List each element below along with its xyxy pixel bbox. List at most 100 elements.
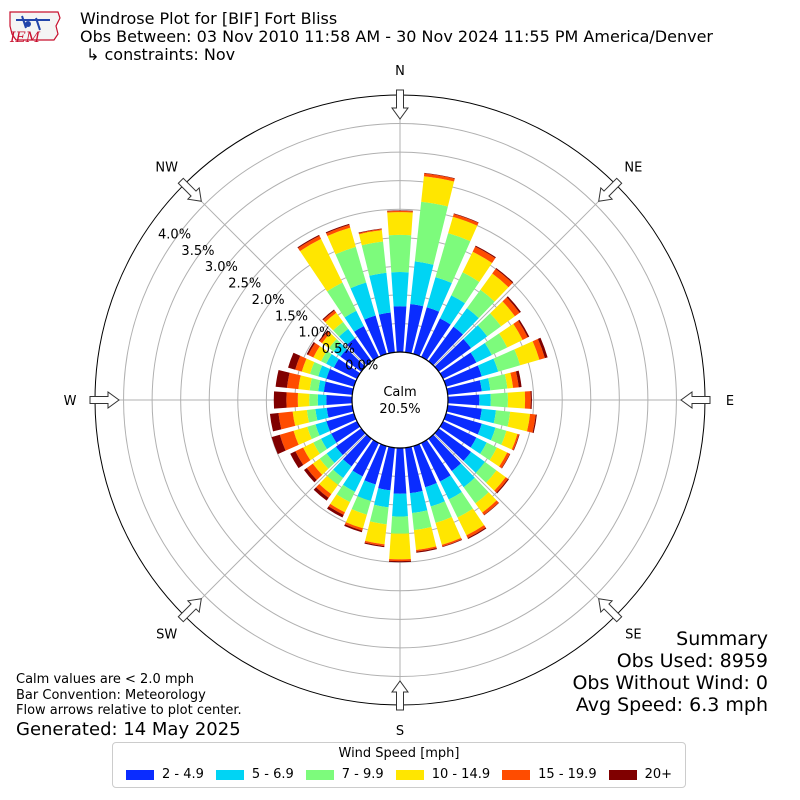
direction-bar xyxy=(269,405,354,432)
bar-segment xyxy=(312,458,329,475)
direction-bar xyxy=(443,413,520,451)
bar-segment xyxy=(507,411,531,432)
direction-bar xyxy=(446,370,522,395)
legend-swatch xyxy=(305,769,334,780)
legend-item: 15 - 19.9 xyxy=(502,767,597,782)
direction-bar xyxy=(447,391,532,409)
direction-bar xyxy=(344,443,387,533)
direction-bar xyxy=(428,268,514,366)
bar-segment xyxy=(504,372,514,389)
bar-segment xyxy=(361,241,387,276)
bar-segment xyxy=(378,446,395,491)
bar-segment xyxy=(365,521,387,545)
bar-segment xyxy=(271,434,286,455)
compass-arrow-icon xyxy=(177,177,202,202)
chart-constraints: ↳ constraints: Nov xyxy=(86,45,236,64)
direction-bar xyxy=(388,447,412,563)
direction-bar xyxy=(405,172,455,354)
flow-arrows-note: Flow arrows relative to plot center. xyxy=(16,703,242,718)
bar-segment xyxy=(446,405,482,420)
bar-segment xyxy=(482,500,499,515)
bar-segment xyxy=(393,306,407,353)
bar-segment xyxy=(387,210,413,212)
iem-logo xyxy=(6,6,64,50)
bar-segment xyxy=(499,452,510,469)
bar-segment xyxy=(319,475,339,495)
bar-segment xyxy=(316,483,332,498)
bar-segment xyxy=(340,348,366,372)
obs-used: Obs Used: 8959 xyxy=(616,650,768,672)
bar-convention-note: Bar Convention: Meteorology xyxy=(16,687,206,703)
windrose-bars xyxy=(269,172,548,563)
bar-segment xyxy=(320,433,337,450)
legend-swatch xyxy=(502,769,531,780)
direction-bar xyxy=(322,309,372,366)
bar-segment xyxy=(326,354,339,368)
bar-segment xyxy=(318,365,331,379)
bar-segment xyxy=(526,413,536,433)
bar-segment xyxy=(286,372,301,390)
radial-tick-label: 3.5% xyxy=(181,244,214,259)
compass-label: W xyxy=(64,394,77,409)
bar-segment xyxy=(315,407,329,421)
bar-segment xyxy=(322,309,335,321)
bar-segment xyxy=(306,409,318,423)
bar-segment xyxy=(434,338,472,372)
bar-segment xyxy=(428,326,463,366)
bar-segment xyxy=(327,282,357,318)
bar-segment xyxy=(335,246,367,289)
direction-bar xyxy=(318,330,366,372)
bar-segment xyxy=(423,173,455,182)
radial-tick-label: 1.0% xyxy=(298,326,331,341)
bar-segment xyxy=(298,235,322,252)
bar-segment xyxy=(506,296,521,313)
bar-segment xyxy=(297,393,310,407)
legend-item: 10 - 14.9 xyxy=(395,767,490,782)
compass-label: SW xyxy=(156,627,177,642)
legend-label: 5 - 6.9 xyxy=(251,767,294,782)
bar-segment xyxy=(414,201,448,265)
bar-segment xyxy=(309,378,321,392)
direction-bar xyxy=(327,439,379,518)
bar-segment xyxy=(472,246,496,263)
compass-arrow-icon xyxy=(89,391,120,409)
calm-circle xyxy=(351,351,449,449)
bar-segment xyxy=(318,380,326,392)
bar-segment xyxy=(318,330,329,342)
compass-label: N xyxy=(395,64,405,79)
bar-segment xyxy=(421,176,455,207)
bar-segment xyxy=(308,342,320,358)
compass-label: E xyxy=(726,394,734,409)
legend: Wind Speed [mph] 2 - 4.9 5 - 6.9 7 - 9.9 10… xyxy=(112,742,686,788)
bar-segment xyxy=(388,234,412,273)
bar-segment xyxy=(405,446,423,494)
bar-segment xyxy=(435,516,462,545)
bar-segment xyxy=(439,295,465,325)
bar-segment xyxy=(333,321,349,337)
bar-segment xyxy=(387,210,413,213)
legend-title: Wind Speed [mph] xyxy=(338,746,460,761)
bar-segment xyxy=(333,459,352,479)
bar-segment xyxy=(327,506,344,518)
bar-segment xyxy=(342,470,363,492)
calm-note: Calm values are < 2.0 mph xyxy=(16,672,195,687)
bar-segment xyxy=(441,537,462,547)
bar-segment xyxy=(303,442,320,461)
bar-segment xyxy=(358,230,384,246)
bar-segment xyxy=(490,301,515,327)
direction-bar xyxy=(313,434,372,501)
bar-segment xyxy=(358,228,382,234)
direction-bar xyxy=(387,210,413,353)
compass-label: NE xyxy=(624,161,642,176)
bar-segment xyxy=(369,504,389,525)
legend-label: 15 - 19.9 xyxy=(538,767,597,782)
bar-segment xyxy=(357,480,376,501)
bar-segment xyxy=(477,423,496,441)
bar-segment xyxy=(434,428,472,462)
bar-segment xyxy=(513,320,528,340)
bar-segment xyxy=(389,533,411,560)
bar-segment xyxy=(480,273,509,302)
radial-tick-label: 4.0% xyxy=(158,227,191,242)
bar-segment xyxy=(452,213,479,226)
